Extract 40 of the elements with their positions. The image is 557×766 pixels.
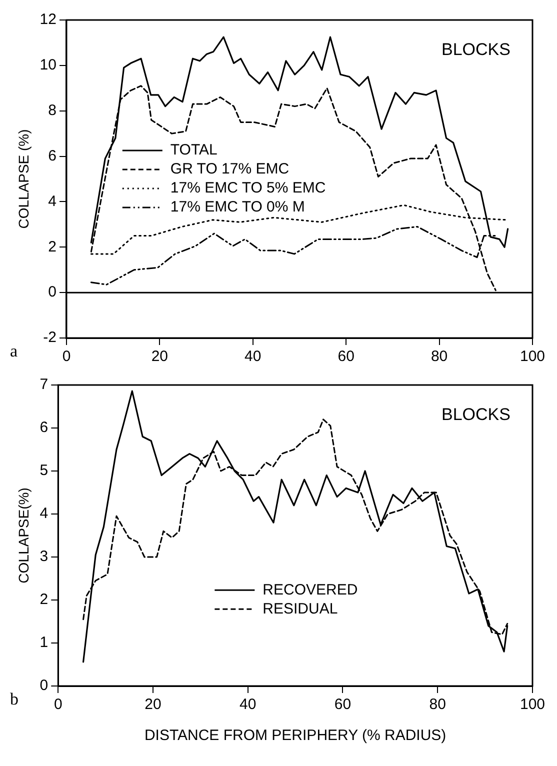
y-tick-label: 6 bbox=[40, 419, 48, 436]
x-tick-label: 40 bbox=[240, 696, 256, 714]
x-tick-label: 80 bbox=[430, 348, 448, 366]
text: a bbox=[10, 341, 18, 360]
y-tick-label: 4 bbox=[40, 505, 48, 522]
y-tick-label: 0 bbox=[40, 677, 48, 694]
y-tick-label: 2 bbox=[40, 591, 48, 608]
y-tick-label: -2 bbox=[43, 329, 56, 346]
x-tick-label: 60 bbox=[334, 696, 352, 714]
y-tick-label: 3 bbox=[40, 548, 48, 566]
y-tick-label: 4 bbox=[48, 192, 56, 210]
y-axis-title: COLLAPSE (%) bbox=[15, 129, 32, 229]
x-tick-label: 80 bbox=[429, 696, 446, 714]
x-tick-label: 60 bbox=[338, 348, 354, 366]
x-axis-title: DISTANCE FROM PERIPHERY (% RADIUS) bbox=[144, 727, 446, 744]
legend-label: RESIDUAL bbox=[262, 600, 338, 618]
legend-label: 17% EMC TO 5% EMC bbox=[170, 180, 326, 197]
y-tick-label: 8 bbox=[48, 102, 56, 119]
legend-label: TOTAL bbox=[170, 142, 218, 159]
x-tick-label: 20 bbox=[151, 348, 168, 366]
y-tick-label: 10 bbox=[40, 56, 56, 74]
x-tick-label: 0 bbox=[62, 348, 71, 366]
x-tick-label: 100 bbox=[520, 348, 545, 366]
y-tick-label: 1 bbox=[40, 634, 48, 652]
y-tick-label: 5 bbox=[40, 462, 48, 480]
annotation: BLOCKS bbox=[442, 405, 510, 424]
y-tick-label: 12 bbox=[40, 11, 56, 28]
x-tick-label: 40 bbox=[244, 348, 262, 366]
text: b bbox=[10, 689, 18, 708]
y-tick-label: 6 bbox=[48, 147, 56, 164]
legend-label: GR TO 17% EMC bbox=[170, 160, 290, 178]
y-tick-label: 0 bbox=[48, 284, 56, 301]
y-tick-label: 7 bbox=[40, 376, 48, 394]
annotation: BLOCKS bbox=[442, 40, 510, 60]
y-axis-title: COLLAPSE(%) bbox=[15, 488, 32, 584]
x-tick-label: 100 bbox=[520, 696, 545, 714]
legend-label: 17% EMC TO 0% M bbox=[170, 198, 305, 216]
x-tick-label: 20 bbox=[144, 696, 162, 714]
legend-label: RECOVERED bbox=[262, 581, 358, 598]
y-tick-label: 2 bbox=[48, 238, 56, 256]
